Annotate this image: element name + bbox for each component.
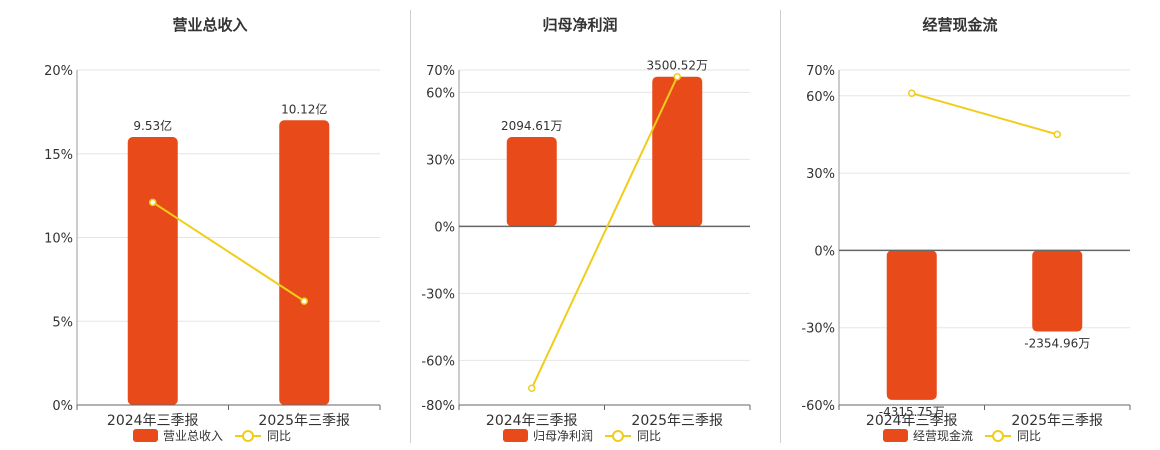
y-tick-label: 30%	[426, 153, 455, 168]
y-tick-label: 5%	[52, 315, 73, 330]
bar-value-label: -2354.96万	[1024, 337, 1090, 351]
y-tick-label: -80%	[421, 399, 455, 414]
y-tick-label: 70%	[806, 64, 835, 79]
yoy-point	[1053, 130, 1061, 139]
bar-value-label: -4315.75万	[879, 405, 945, 419]
legend-line-marker	[242, 430, 254, 442]
y-tick-label: 10%	[44, 232, 73, 247]
chart-title: 归母净利润	[542, 16, 617, 34]
bar	[886, 250, 937, 400]
legend-line-marker	[992, 430, 1004, 442]
panel-divider	[780, 10, 781, 443]
y-tick-label: -30%	[421, 287, 455, 302]
legend-bar-swatch	[883, 429, 908, 442]
bar-value-label: 10.12亿	[281, 101, 327, 116]
legend-line-label: 同比	[1017, 429, 1041, 443]
x-tick-label: 2024年三季报	[107, 413, 199, 429]
bar	[279, 120, 330, 405]
x-tick-label: 2024年三季报	[486, 413, 578, 429]
y-tick-label: 20%	[44, 64, 73, 79]
legend-bar-label: 营业总收入	[163, 429, 223, 443]
bar	[127, 137, 178, 405]
yoy-line	[530, 76, 679, 389]
y-tick-label: 70%	[426, 64, 455, 79]
y-tick-label: 0%	[52, 399, 73, 414]
yoy-line	[152, 201, 305, 302]
bar	[506, 137, 557, 227]
legend-line-label: 同比	[267, 429, 291, 443]
y-tick-label: -30%	[801, 322, 835, 337]
yoy-point	[908, 89, 916, 97]
y-tick-label: 15%	[44, 148, 73, 163]
chart-title: 营业总收入	[172, 16, 247, 34]
y-tick-label: 0%	[814, 244, 835, 259]
chart-panel-2: 归母净利润 -80% -60% -30% 0% 30% 60% 70% 2094.61万 3500…	[421, 16, 751, 443]
y-tick-label: 0%	[434, 220, 455, 235]
bar-value-label: 2094.61万	[501, 119, 563, 133]
y-tick-label: -60%	[801, 399, 835, 414]
legend-line-label: 同比	[637, 429, 661, 443]
x-tick-label: 2025年三季报	[631, 413, 723, 429]
chart-panel-1: 营业总收入 0% 5% 10% 15% 20% 9.53亿 10.12亿 2024年三季报 202…	[44, 16, 381, 443]
yoy-point	[300, 297, 308, 305]
bar-value-label: 9.53亿	[133, 118, 172, 133]
yoy-line	[911, 92, 1058, 136]
y-tick-label: 30%	[806, 167, 835, 182]
legend-bar-label: 归母净利润	[533, 429, 593, 443]
legend-bar-swatch	[503, 429, 528, 442]
bar	[1032, 250, 1083, 332]
x-tick-label: 2025年三季报	[1011, 413, 1103, 429]
chart-title: 经营现金流	[922, 16, 997, 34]
legend-line-marker	[612, 430, 624, 442]
y-tick-label: -60%	[421, 354, 455, 369]
bar	[652, 76, 703, 227]
panel-divider	[410, 10, 411, 443]
yoy-point	[528, 384, 536, 392]
x-tick-label: 2024年三季报	[866, 413, 958, 429]
legend-bar-label: 经营现金流	[913, 428, 973, 443]
bar-value-label: 3500.52万	[646, 59, 708, 73]
y-tick-label: 60%	[426, 86, 455, 101]
y-tick-label: 60%	[806, 90, 835, 105]
yoy-point	[149, 198, 157, 207]
chart-panel-3: 经营现金流 -60% -30% 0% 30% 60% 70% -4315.75万 -2354.9…	[801, 16, 1131, 443]
yoy-point	[673, 72, 681, 81]
legend-bar-swatch	[133, 429, 158, 442]
x-tick-label: 2025年三季报	[258, 413, 350, 429]
